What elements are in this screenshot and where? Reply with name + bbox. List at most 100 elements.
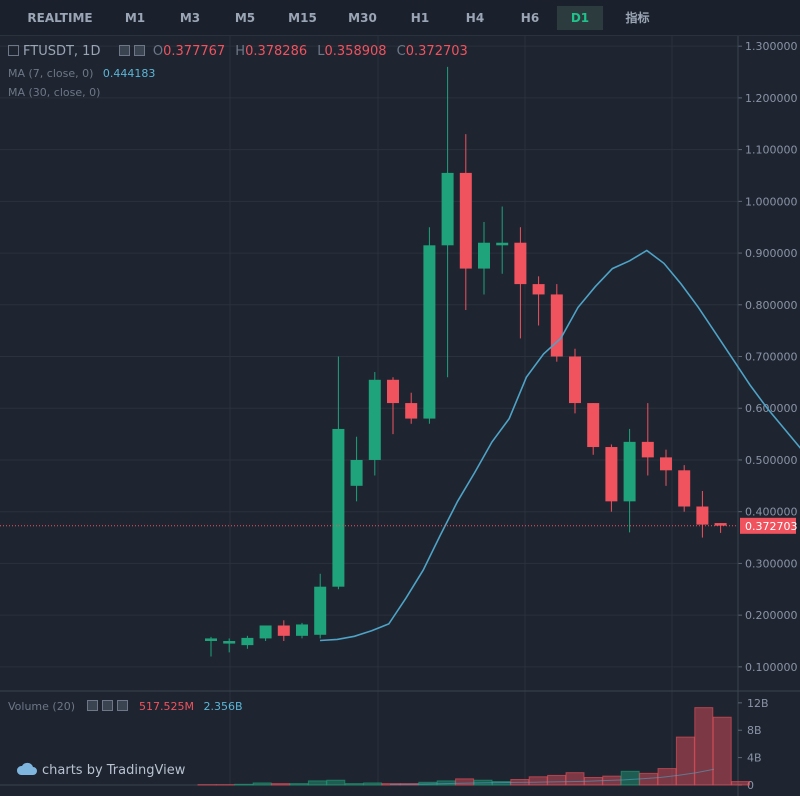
volume-bar [436, 780, 456, 786]
candle-body [660, 457, 672, 471]
open-label: O [152, 44, 164, 59]
candle-body [550, 294, 563, 357]
tab-m1[interactable]: M1 [124, 11, 146, 25]
volume-value-1: 517.525M [139, 700, 194, 713]
price-tick-label: 0.900000 [745, 247, 798, 260]
ma7-value: 0.444183 [102, 67, 156, 80]
candle-body [514, 242, 527, 285]
volume-bar [455, 778, 475, 786]
candle-body [387, 379, 399, 404]
volume-bar [565, 772, 585, 786]
price-tick-label: 1.300000 [745, 40, 798, 53]
candle-body [441, 172, 454, 246]
open-value: 0.377767 [163, 44, 226, 59]
cloud-icon [16, 762, 37, 775]
candle-body [332, 428, 345, 587]
ma30-label: MA (30, close, 0) [8, 86, 101, 99]
candle-body [223, 641, 236, 644]
low-value: 0.358908 [324, 44, 387, 59]
close-label: C [396, 44, 406, 59]
branding-label: charts by TradingView [42, 763, 186, 778]
tab-m3[interactable]: M3 [179, 11, 201, 25]
price-tick-label: 1.200000 [745, 92, 798, 105]
candle-body [623, 441, 636, 502]
candle-body [368, 379, 381, 460]
price-tick-label: 0.500000 [745, 454, 798, 467]
volume-bar [712, 716, 732, 786]
close-value: 0.372703 [405, 44, 468, 59]
price-tick-label: 0.700000 [745, 351, 798, 364]
candle-body [696, 506, 709, 525]
tab-d1[interactable]: D1 [557, 6, 603, 30]
last-price-label: 0.372703 [745, 520, 798, 533]
candle-body [714, 523, 727, 526]
eye-icon[interactable] [118, 45, 130, 56]
close-icon[interactable] [116, 700, 128, 711]
candle-body [459, 172, 472, 269]
volume-bar [694, 707, 714, 786]
last-price-badge [740, 517, 796, 534]
ma30-legend: MA (30, close, 0) [8, 86, 100, 99]
candle-body [641, 441, 654, 458]
chart-canvas[interactable]: 1.300000 1.200000 1.100000 1.000000 0.900000… [0, 36, 800, 796]
candle-body [532, 284, 545, 295]
volume-bar [326, 779, 346, 786]
ohlc-legend: FTUSDT, 1D O0.377767 H0.378286 L0.358908… [8, 44, 468, 59]
volume-bar [363, 782, 383, 786]
volume-label: Volume (20) [8, 700, 75, 713]
candle-body [569, 356, 581, 404]
candle-body [496, 242, 509, 246]
price-tick-label: 0.400000 [745, 506, 798, 519]
volume-bar [307, 780, 327, 786]
candle-body [205, 638, 217, 641]
tab-指标[interactable]: 指标 [625, 11, 650, 25]
candle-body [405, 403, 418, 419]
settings-icon[interactable] [101, 700, 113, 711]
tab-m15[interactable]: M15 [288, 11, 317, 25]
volume-value-2: 2.356B [203, 700, 243, 713]
ma7-legend: MA (7, close, 0) 0.444183 [8, 67, 155, 80]
price-tick-label: 0.800000 [745, 299, 798, 312]
price-tick-label: 0.100000 [745, 661, 798, 674]
tab-h6[interactable]: H6 [520, 11, 540, 25]
low-label: L [317, 44, 325, 59]
volume-bar [731, 781, 751, 786]
price-tick-label: 0.300000 [745, 557, 798, 570]
price-tick-label: 1.100000 [745, 144, 798, 157]
volume-bar [234, 783, 254, 786]
candle-body [350, 459, 363, 486]
candle-body [605, 447, 618, 502]
volume-bar [547, 774, 567, 786]
symbol-label: FTUSDT, 1D [23, 44, 101, 59]
price-tick-label: 1.000000 [745, 195, 798, 208]
settings-icon[interactable] [133, 45, 145, 56]
candle-body [259, 625, 272, 639]
volume-legend: Volume (20) 517.525M 2.356B [8, 700, 243, 713]
candle-body [296, 624, 308, 636]
volume-bar [620, 770, 640, 786]
tradingview-branding[interactable]: charts by TradingView [16, 762, 185, 778]
high-label: H [235, 44, 246, 59]
volume-bar [289, 783, 309, 786]
tab-h1[interactable]: H1 [410, 11, 430, 25]
volume-bar [271, 783, 291, 786]
volume-tick-label: 8B [747, 724, 762, 737]
candle-body [241, 637, 254, 646]
volume-tick-label: 4B [747, 752, 762, 765]
volume-bar [528, 776, 548, 786]
ma7-line [319, 249, 800, 642]
collapse-icon[interactable] [8, 45, 19, 56]
tab-m5[interactable]: M5 [234, 11, 256, 25]
tab-h4[interactable]: H4 [465, 11, 485, 25]
ma7-label: MA (7, close, 0) [8, 67, 94, 80]
candle-body [678, 470, 691, 507]
volume-bar [675, 736, 695, 786]
candle-body [423, 245, 436, 419]
volume-bar [252, 782, 272, 786]
candle-body [277, 625, 290, 636]
tab-realtime[interactable]: REALTIME [27, 11, 93, 25]
candle-body [478, 242, 490, 269]
tab-m30[interactable]: M30 [348, 11, 377, 25]
eye-icon[interactable] [86, 700, 98, 711]
timeframe-toolbar: REALTIME M1 M3 M5 M15 M30 H1 H4 H6 D1 指标 [0, 0, 800, 36]
